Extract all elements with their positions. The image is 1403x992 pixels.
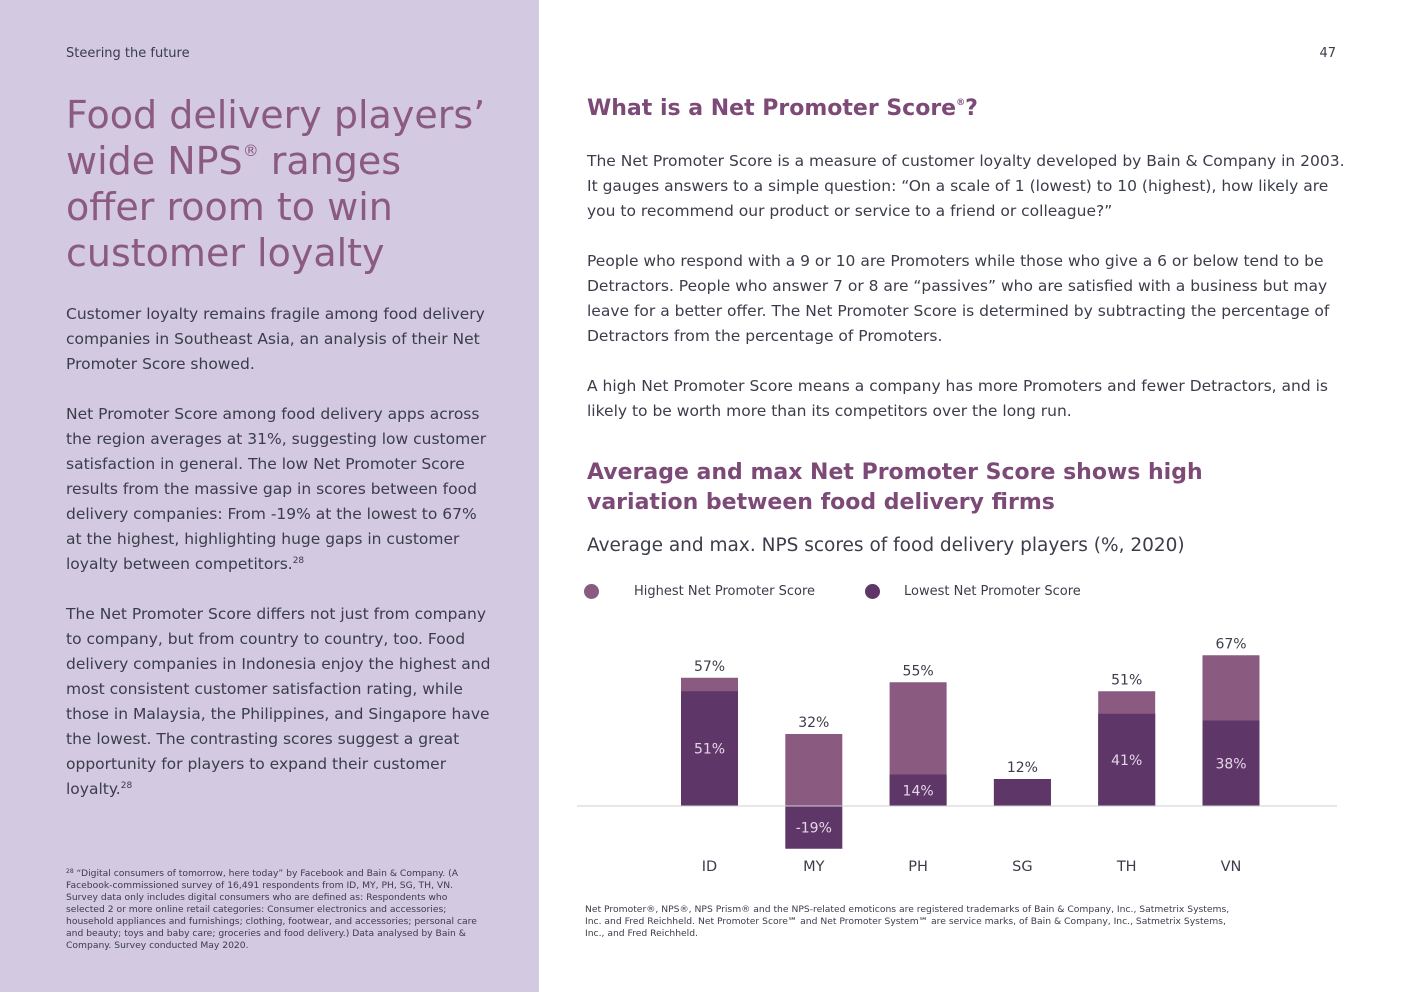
title-line-2b: ranges [258, 139, 402, 183]
x-tick-label-sg: SG [1012, 859, 1032, 875]
left-paragraph-1: Customer loyalty remains fragile among f… [66, 305, 485, 373]
left-paragraph-2-text: Net Promoter Score among food delivery a… [66, 405, 487, 573]
left-body: Customer loyalty remains fragile among f… [66, 302, 496, 827]
data-label-lowest-id: 51% [694, 742, 725, 758]
page-title: Food delivery players’ wide NPS® ranges … [66, 92, 506, 276]
data-label-lowest-my: -19% [796, 820, 832, 836]
footnote-mark: 28 [66, 868, 74, 875]
legend-swatch-highest [584, 584, 599, 599]
chart-heading: Average and max Net Promoter Score shows… [587, 460, 1203, 515]
chart-title: Average and max. NPS scores of food deli… [587, 535, 1185, 556]
legend-swatch-lowest [865, 584, 880, 599]
left-paragraph-3: The Net Promoter Score differs not just … [66, 602, 496, 802]
footnote-text: “Digital consumers of tomorrow, here tod… [66, 868, 477, 951]
info-title: What is a Net Promoter Score®? [587, 96, 978, 121]
x-tick-label-ph: PH [908, 859, 928, 875]
title-line-2a: wide NPS [66, 139, 243, 183]
data-label-lowest-vn: 38% [1215, 756, 1246, 772]
bar-lowest-ph [889, 774, 947, 806]
legend-label-highest: Highest Net Promoter Score [634, 584, 816, 599]
reference-mark: 28 [292, 556, 305, 566]
bar-lowest-sg [993, 779, 1051, 806]
data-label-highest-my: 32% [798, 715, 829, 731]
left-paragraph-3-text: The Net Promoter Score differs not just … [66, 605, 491, 798]
legend-label-lowest: Lowest Net Promoter Score [904, 584, 1081, 599]
legend-item-lowest: Lowest Net Promoter Score [865, 584, 1081, 599]
legend-item-highest: Highest Net Promoter Score [584, 584, 815, 599]
title-line-3: offer room to win [66, 185, 393, 229]
footnote: 28 “Digital consumers of tomorrow, here … [66, 868, 486, 952]
data-label-highest-ph: 55% [903, 663, 934, 679]
data-label-highest-th: 51% [1111, 672, 1142, 688]
bar-lowest-vn [1202, 720, 1260, 806]
left-paragraph-2: Net Promoter Score among food delivery a… [66, 402, 496, 577]
right-paragraph-2: People who respond with a 9 or 10 are Pr… [587, 252, 1330, 345]
x-tick-label-id: ID [702, 859, 717, 875]
data-label-highest-id: 57% [694, 659, 725, 675]
running-head: Steering the future [66, 46, 190, 61]
x-tick-label-vn: VN [1221, 859, 1242, 875]
title-line-1: Food delivery players’ [66, 93, 486, 137]
left-panel [0, 0, 539, 992]
x-tick-label-my: MY [803, 859, 825, 875]
trademark-notice: Net Promoter®, NPS®, NPS Prism® and the … [585, 904, 1230, 939]
right-paragraph-1: The Net Promoter Score is a measure of c… [587, 152, 1345, 220]
data-label-lowest-th: 41% [1111, 753, 1142, 769]
bar-highest-my [785, 734, 843, 806]
info-title-text: What is a Net Promoter Score [587, 96, 957, 121]
right-body: The Net Promoter Score is a measure of c… [587, 149, 1347, 449]
reference-mark: 28 [120, 781, 133, 791]
registered-mark: ® [242, 141, 259, 160]
data-label-highest-sg: 12% [1007, 760, 1038, 776]
right-paragraph-3: A high Net Promoter Score means a compan… [587, 377, 1328, 420]
bar-lowest-my [785, 806, 843, 849]
bar-lowest-th [1098, 713, 1156, 806]
x-tick-label-th: TH [1116, 859, 1137, 875]
page-number: 47 [1319, 46, 1336, 61]
bar-lowest-id [681, 691, 738, 806]
title-line-4: customer loyalty [66, 231, 385, 275]
registered-mark: ® [956, 98, 966, 108]
data-label-lowest-ph: 14% [903, 783, 934, 799]
data-label-highest-vn: 67% [1215, 636, 1246, 652]
info-title-end: ? [965, 96, 978, 121]
